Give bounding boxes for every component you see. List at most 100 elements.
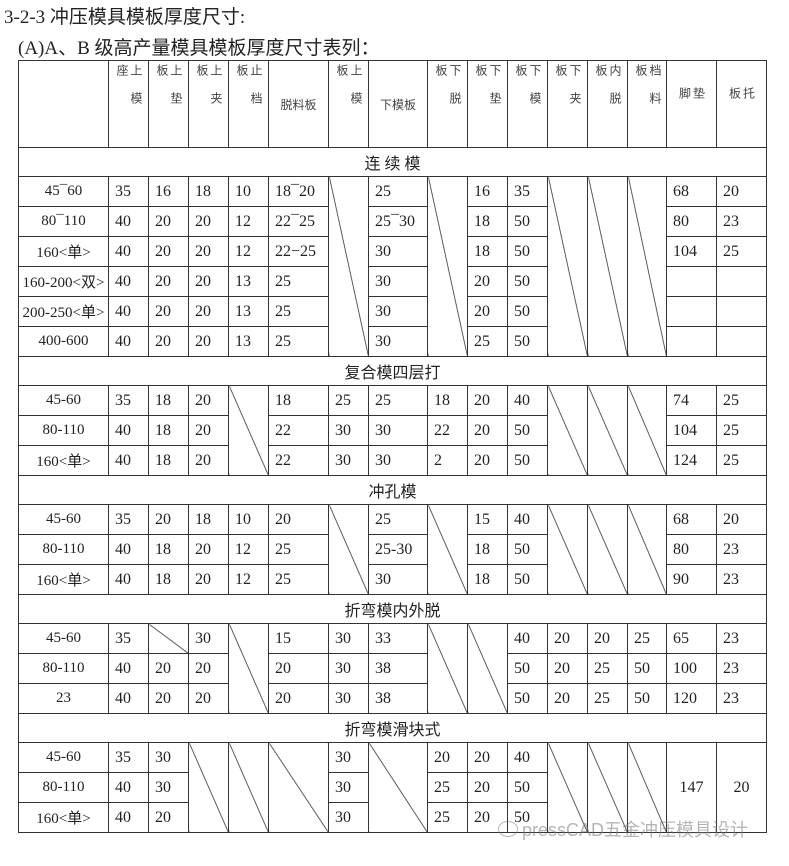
table-row: 200-250<单> 40 20 20 13 25 30 20 50: [18, 296, 767, 327]
column-header-label: 下脱板: [434, 64, 462, 120]
diagonal-empty-cell: [547, 504, 588, 595]
table-cell: 40: [108, 683, 149, 714]
column-header-label: 档料板: [634, 64, 662, 120]
table-cell: 18: [148, 445, 189, 476]
table-cell: 40: [108, 326, 149, 357]
table-cell: [716, 296, 767, 327]
table-cell: [716, 266, 767, 297]
table-cell: 40: [108, 236, 149, 267]
row-label: 23: [18, 683, 109, 714]
table-cell: 40: [108, 564, 149, 595]
table-cell: 18: [467, 206, 508, 237]
section-title: 折弯模内外脱: [18, 594, 767, 624]
table-cell: 50: [507, 534, 548, 565]
table-cell: 30: [328, 623, 369, 654]
wechat-icon: [498, 821, 518, 837]
table-cell: 25: [268, 326, 329, 357]
column-header: [18, 60, 109, 148]
table-cell: 30: [328, 445, 369, 476]
table-cell: 18: [148, 415, 189, 446]
table-cell: 30: [188, 623, 229, 654]
table-cell: 20: [188, 296, 229, 327]
table-cell: 80: [666, 206, 717, 237]
row-label: 80-110: [18, 653, 109, 684]
table-cell: 25: [427, 802, 468, 833]
merged-cell: 20: [716, 742, 767, 833]
row-label: 160<单>: [18, 802, 109, 833]
watermark-text: pressCAD五金冲压模具设计: [522, 820, 749, 840]
table-row: 160-200<双> 40 20 20 13 25 30 20 50: [18, 266, 767, 297]
diagonal-empty-cell: [627, 742, 667, 833]
table-row: 23 40 20 20 20 30 38 50 20 25 50 120 23: [18, 683, 767, 714]
row-label: 80-110: [18, 415, 109, 446]
diagonal-empty-cell: [627, 176, 667, 357]
column-header-label: 下模板: [379, 97, 416, 112]
table-cell: 90: [666, 564, 717, 595]
table-cell: 25: [268, 296, 329, 327]
column-header-label: 上模板: [335, 64, 363, 120]
table-cell: 20: [268, 504, 329, 535]
table-cell: 25: [716, 415, 767, 446]
table-cell: 18: [148, 385, 189, 416]
diagonal-empty-cell: [427, 504, 468, 595]
table-cell: 25: [587, 653, 628, 684]
table-cell: 22−25: [268, 236, 329, 267]
table-cell: [666, 326, 717, 357]
section-title: 冲孔模: [18, 475, 767, 505]
table-cell: 25: [716, 385, 767, 416]
table-row: 400-600 40 20 20 13 25 30 25 50: [18, 326, 767, 357]
column-header-label: 止档板: [235, 64, 263, 120]
table-cell: 20: [188, 326, 229, 357]
column-header: 上模板: [328, 60, 369, 148]
table-cell: 20: [188, 534, 229, 565]
table-cell: 25: [716, 445, 767, 476]
column-header: 脱料板: [268, 60, 329, 148]
table-cell: 20: [148, 236, 189, 267]
table-cell: 40: [108, 534, 149, 565]
table-cell: 30: [368, 415, 428, 446]
table-cell: 50: [507, 415, 548, 446]
table-cell: 25: [627, 623, 667, 654]
row-label: 45-60: [18, 623, 109, 654]
table-cell: 20: [716, 504, 767, 535]
watermark: pressCAD五金冲压模具设计: [498, 816, 748, 842]
diagonal-empty-cell: [587, 504, 628, 595]
diagonal-empty-cell: [228, 742, 269, 833]
table-cell: 22: [268, 415, 329, 446]
table-cell: 25: [268, 266, 329, 297]
table-row: 45-60 35 20 18 10 20 25 15 40 68 20: [18, 504, 767, 595]
column-header-label: 内脱板: [594, 64, 622, 120]
table-cell: 18: [467, 564, 508, 595]
table-cell: 18: [427, 385, 468, 416]
column-header: 档料板: [627, 60, 667, 148]
table-cell: 104: [666, 236, 717, 267]
template-thickness-table: 上模座 上垫板 上夹板 止档板 脱料板 上模板 下模板 下脱板 下垫板 下模板 下夹板 内脱板 档料板垫…: [18, 60, 767, 833]
table-cell: 50: [507, 206, 548, 237]
table-cell: 74: [666, 385, 717, 416]
table-cell: 30: [328, 772, 369, 803]
diagonal-empty-cell: [368, 742, 428, 833]
table-cell: 50: [507, 772, 548, 803]
table-cell: 38: [368, 653, 428, 684]
table-cell: 20: [547, 653, 588, 684]
section-title: 折弯模滑块式: [18, 713, 767, 743]
table-cell: 100: [666, 653, 717, 684]
table-cell: 2: [427, 445, 468, 476]
table-cell: 40: [108, 296, 149, 327]
section-title-row: 折弯模内外脱: [18, 594, 767, 624]
table-caption: (A)A、B 级高产量模具模板厚度尺寸表列：: [18, 38, 380, 59]
table-row: 45-60 35 30 30 20 20 40 147 20: [18, 742, 767, 833]
table-cell: 35: [108, 385, 149, 416]
column-header-label: 上模座: [115, 64, 143, 120]
row-label: 80-110: [18, 772, 109, 803]
table-cell: 50: [507, 266, 548, 297]
table-cell: 50: [507, 326, 548, 357]
table-cell: 30: [328, 683, 369, 714]
table-cell: 40: [108, 802, 149, 833]
table-cell: 20: [716, 176, 767, 207]
table-cell: 22¯25: [268, 206, 329, 237]
table-cell: 25: [716, 236, 767, 267]
row-label: 45¯60: [18, 176, 109, 207]
table-cell: 16: [467, 176, 508, 207]
table-cell: 25: [587, 683, 628, 714]
